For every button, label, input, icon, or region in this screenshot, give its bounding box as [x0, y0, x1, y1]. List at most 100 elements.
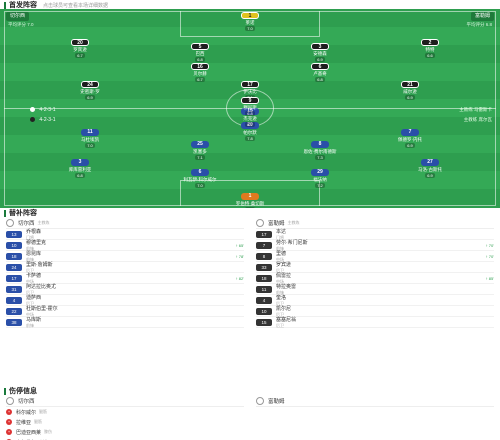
- home-player[interactable]: 6 利瓦伊·科尔威尔 7.0: [180, 169, 220, 189]
- sub-number: 38: [6, 318, 22, 326]
- sub-info: 穆德里克 前锋: [26, 239, 236, 252]
- sub-name: 本达: [276, 228, 287, 235]
- injury-player-name: 巴迪亚西莱: [16, 429, 42, 436]
- sub-position: 前锋: [276, 289, 284, 295]
- sub-name: 恩昆库: [26, 250, 42, 257]
- home-player[interactable]: 8 恩佐·费尔南德斯 7.3: [300, 141, 340, 161]
- shirt-number: 20: [241, 122, 259, 129]
- sub-row[interactable]: 8 里德 中场 ↑ 70': [256, 251, 494, 262]
- sub-event: ↑ 82': [235, 275, 244, 281]
- sub-info: 塞塞尼翁 后卫: [276, 316, 494, 329]
- sub-row[interactable]: 17 卡萨德 中场 ↑ 82': [6, 273, 244, 284]
- sub-name: 迪萨西: [26, 294, 42, 301]
- player-name: 穆尼斯: [243, 105, 257, 110]
- sub-number: 15: [256, 318, 272, 326]
- sub-row[interactable]: 18 恩昆库 前锋 ↑ 78': [6, 251, 244, 262]
- sub-info: 佩雷拉 中场: [276, 272, 486, 285]
- home-team-tag[interactable]: 切尔西: [6, 12, 30, 21]
- home-player[interactable]: 25 凯塞多 7.1: [180, 141, 220, 161]
- home-player[interactable]: 3 库库雷利亚 6.8: [60, 159, 100, 179]
- away-player[interactable]: 3 安德森 6.9: [300, 43, 340, 63]
- player-rating: 7.0: [245, 26, 255, 31]
- home-formation: 4-2-3-1: [39, 107, 56, 113]
- section-accent: [4, 387, 6, 395]
- away-player[interactable]: 24 史密斯·罗 6.9: [70, 81, 110, 101]
- home-crest-icon: [6, 219, 14, 227]
- sub-info: 马库斯 前锋: [26, 316, 244, 329]
- sub-position: 后卫: [276, 300, 284, 306]
- away-player[interactable]: 6 卢基奇 6.8: [300, 63, 340, 83]
- home-player[interactable]: 11 马杜埃凯 7.0: [70, 129, 110, 149]
- sub-row[interactable]: 4 迪萨西 后卫: [6, 295, 244, 306]
- shirt-number: 1: [241, 12, 259, 19]
- away-subs-coach: 富勒姆 主教练: [256, 218, 494, 229]
- home-player[interactable]: 15 杰克逊 6.7: [230, 108, 270, 128]
- away-player[interactable]: 1 莱诺 7.0: [230, 12, 270, 32]
- injury-row[interactable]: + 拉维亚 腿筋: [6, 417, 244, 427]
- shirt-number: 17: [241, 81, 259, 88]
- sub-row[interactable]: 11 特拉奥雷 前锋: [256, 284, 494, 295]
- sub-number: 13: [6, 230, 22, 238]
- sub-info: 阿达拉比奥尤 后卫: [26, 283, 244, 296]
- sub-position: 中场: [276, 278, 284, 284]
- sub-row[interactable]: 7 劳尔·希门尼斯 前锋 ↑ 70': [256, 240, 494, 251]
- sub-row[interactable]: 24 里斯·詹姆斯 后卫: [6, 262, 244, 273]
- player-name: 威尔逊: [403, 89, 417, 94]
- subs-header: 替补阵容: [0, 208, 500, 218]
- player-name: 安德森: [313, 51, 327, 56]
- sub-position: 后卫: [26, 267, 34, 273]
- sub-number: 33: [256, 263, 272, 271]
- away-player[interactable]: 5 巴西 6.8: [180, 43, 220, 63]
- away-player[interactable]: 16 贝尔赫 6.7: [180, 63, 220, 83]
- sub-number: 4: [256, 296, 272, 304]
- injury-row[interactable]: + 巴迪亚西莱 膝伤: [6, 427, 244, 437]
- home-player[interactable]: 7 佩德罗·内托 6.9: [390, 129, 430, 149]
- injury-player-name: 科尔威尔: [16, 409, 37, 416]
- home-subs-coach-label: 主教练: [37, 220, 50, 225]
- sub-name: 乔根森: [26, 228, 42, 235]
- subs-columns: 切尔西 主教练 13 乔根森 门将 10 穆德里克 前锋 ↑ 65' 18 恩昆库 前锋 ↑ 78'…: [0, 218, 500, 328]
- player-name: 伊沃比: [243, 89, 257, 94]
- home-player[interactable]: 20 帕尔默 7.8: [230, 122, 270, 142]
- player-name: 库库雷利亚: [68, 167, 92, 172]
- sub-row[interactable]: 4 奎洛 后卫: [256, 295, 494, 306]
- sub-name: 卡萨德: [26, 272, 42, 279]
- home-player[interactable]: 29 福法纳 7.2: [300, 169, 340, 189]
- sub-row[interactable]: 22 杜斯伯里-霍尔 中场: [6, 306, 244, 317]
- away-team-tag[interactable]: 富勒姆: [470, 12, 494, 21]
- away-player[interactable]: 2 特特 6.6: [410, 39, 450, 59]
- sub-row[interactable]: 17 本达 门将: [256, 229, 494, 240]
- sub-row[interactable]: 15 塞塞尼翁 后卫: [256, 317, 494, 328]
- away-player[interactable]: 21 威尔逊 6.9: [390, 81, 430, 101]
- sub-position: 前锋: [276, 245, 284, 251]
- sub-info: 里德 中场: [276, 250, 486, 263]
- sub-position: 前锋: [26, 245, 34, 251]
- shirt-number: 6: [191, 169, 209, 176]
- sub-row[interactable]: 10 凯尔尼 后卫: [256, 306, 494, 317]
- sub-row[interactable]: 18 佩雷拉 中场 ↑ 85': [256, 273, 494, 284]
- sub-number: 11: [256, 285, 272, 293]
- sub-number: 18: [256, 274, 272, 282]
- sub-number: 31: [6, 285, 22, 293]
- sub-row[interactable]: 33 罗宾逊 后卫: [256, 262, 494, 273]
- sub-row[interactable]: 38 马库斯 前锋: [6, 317, 244, 328]
- sub-position: 中场: [26, 278, 34, 284]
- sub-info: 特拉奥雷 前锋: [276, 283, 494, 296]
- away-player[interactable]: 9 穆尼斯 6.8: [230, 97, 270, 117]
- player-name: 罗伯特·桑切斯: [235, 201, 265, 206]
- away-coach: 主教练 席尔瓦: [463, 117, 492, 122]
- sub-row[interactable]: 13 乔根森 门将: [6, 229, 244, 240]
- sub-name: 奎洛: [276, 294, 287, 301]
- sub-info: 卡萨德 中场: [26, 272, 236, 285]
- shirt-number: 2: [421, 39, 439, 46]
- sub-row[interactable]: 31 阿达拉比奥尤 后卫: [6, 284, 244, 295]
- sub-name: 佩雷拉: [276, 272, 292, 279]
- sub-event: ↑ 70': [485, 242, 494, 248]
- sub-name: 里斯·詹姆斯: [26, 261, 53, 268]
- injury-row[interactable]: + 科尔威尔 腿筋: [6, 407, 244, 417]
- away-player[interactable]: 20 罗宾逊 6.7: [60, 39, 100, 59]
- sub-row[interactable]: 10 穆德里克 前锋 ↑ 65': [6, 240, 244, 251]
- home-player[interactable]: 27 马洛·古斯托 6.9: [410, 159, 450, 179]
